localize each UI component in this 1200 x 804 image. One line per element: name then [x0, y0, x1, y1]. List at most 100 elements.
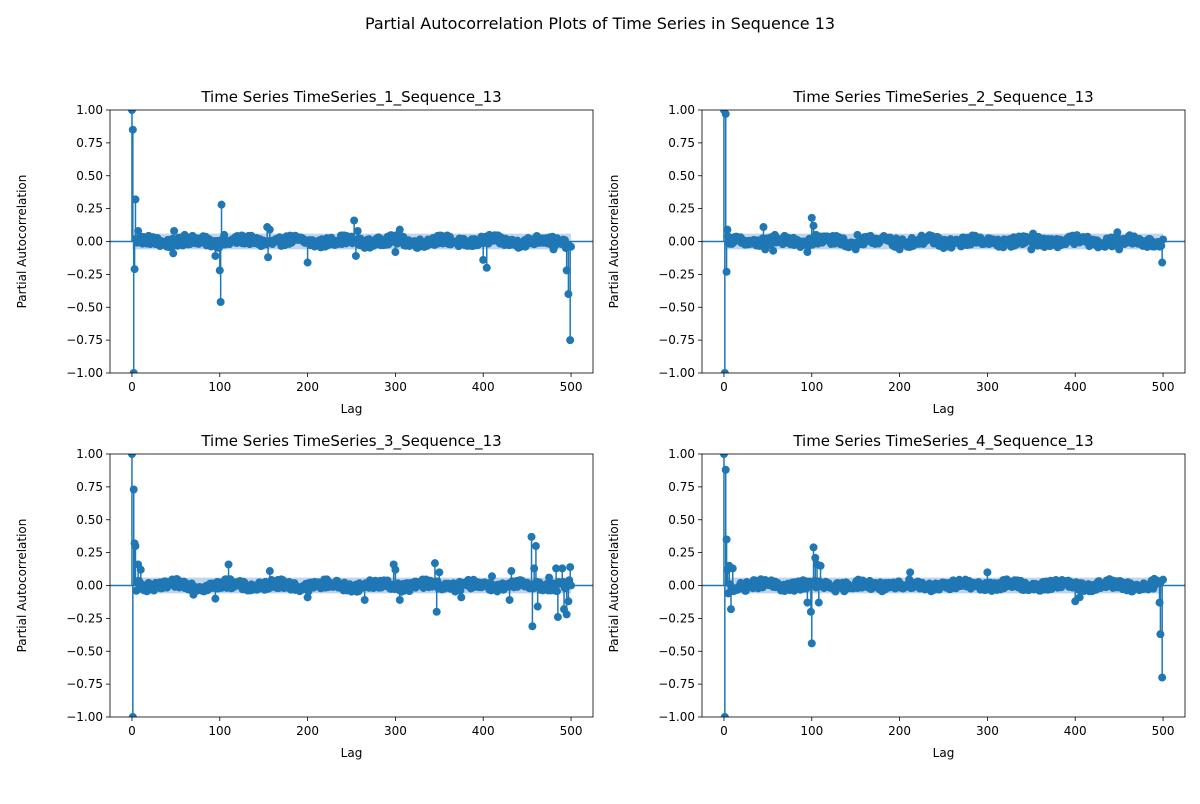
- pacf-point-lag-152: [853, 230, 862, 239]
- pacf-point-lag-485: [553, 613, 562, 622]
- y-tick-label: 1.00: [668, 103, 695, 117]
- y-tick-label: 0.50: [668, 169, 695, 183]
- pacf-point-lag-448: [1113, 228, 1122, 237]
- pacf-point-lag-499: [1158, 258, 1167, 267]
- pacf-point-lag-300: [391, 565, 400, 574]
- x-tick-label: 400: [1064, 380, 1087, 394]
- pacf-panel-3: 0 100 200 300 400 500 −1.00 −0.75 −0.50 −0.25 0.00…: [15, 432, 594, 760]
- pacf-point-lag-497: [1156, 630, 1165, 639]
- y-tick-label: 0.25: [76, 546, 103, 560]
- y-tick-label: 0.75: [668, 480, 695, 494]
- y-tick-label: −0.75: [66, 333, 103, 347]
- figure-title: Partial Autocorrelation Plots of Time Se…: [364, 14, 836, 33]
- x-tick-label: 300: [976, 380, 999, 394]
- x-axis-label: Lag: [933, 402, 955, 416]
- subplot-title: Time Series TimeSeries_2_Sequence_13: [792, 88, 1093, 107]
- pacf-point-lag-498: [1157, 241, 1166, 250]
- x-tick-label: 100: [208, 380, 231, 394]
- pacf-point-lag-110: [816, 561, 825, 570]
- y-tick-label: −1.00: [66, 366, 103, 380]
- markers: [127, 110, 576, 373]
- y-tick-label: 0.00: [668, 235, 695, 249]
- y-tick-label: −0.75: [658, 677, 695, 691]
- pacf-point-lag-100: [807, 213, 816, 222]
- pacf-point-lag-200: [303, 258, 312, 267]
- plot-area: [110, 454, 593, 717]
- pacf-point-lag-8: [726, 605, 735, 614]
- markers: [127, 454, 576, 717]
- pacf-point-lag-475: [545, 573, 554, 582]
- pacf-point-lag-4: [723, 225, 732, 234]
- pacf-point-lag-255: [351, 251, 360, 260]
- pacf-point-lag-110: [224, 560, 233, 569]
- y-tick-label: −0.75: [66, 677, 103, 691]
- plot-area: [702, 110, 1185, 373]
- y-tick-label: 0.75: [668, 136, 695, 150]
- y-axis-label: Partial Autocorrelation: [607, 519, 621, 653]
- pacf-point-lag-48: [170, 226, 179, 235]
- pacf-point-lag-499: [1158, 673, 1167, 682]
- x-tick-label: 200: [296, 724, 319, 738]
- pacf-point-lag-102: [217, 200, 226, 209]
- plot-area: [702, 454, 1185, 717]
- pacf-point-lag-10: [136, 565, 145, 574]
- y-tick-label: 0.50: [76, 513, 103, 527]
- pacf-point-lag-430: [505, 595, 514, 604]
- pacf-point-lag-345: [430, 559, 439, 568]
- x-tick-label: 100: [800, 380, 823, 394]
- y-axis-label: Partial Autocorrelation: [15, 175, 29, 309]
- pacf-panel-4: 0 100 200 300 400 500 −1.00 −0.75 −0.50 −0.25 0.00…: [607, 432, 1186, 760]
- y-tick-label: −0.25: [658, 611, 695, 625]
- pacf-point-lag-404: [482, 263, 491, 272]
- pacf-point-lag-0: [127, 454, 136, 458]
- y-tick-label: −1.00: [66, 710, 103, 724]
- y-tick-label: 1.00: [668, 447, 695, 461]
- x-tick-label: 500: [1152, 724, 1175, 738]
- x-tick-label: 400: [1064, 724, 1087, 738]
- pacf-point-lag-95: [803, 598, 812, 607]
- x-tick-label: 0: [720, 380, 728, 394]
- pacf-point-lag-3: [722, 535, 731, 544]
- pacf-point-lag-462: [533, 602, 542, 611]
- pacf-point-lag-102: [809, 543, 818, 552]
- pacf-point-lag-455: [527, 532, 536, 541]
- y-tick-label: −0.50: [658, 644, 695, 658]
- pacf-point-lag-500: [1159, 235, 1168, 244]
- markers: [719, 110, 1168, 373]
- pacf-point-lag-432: [507, 567, 516, 576]
- pacf-point-lag-2: [129, 485, 138, 494]
- y-tick-label: 0.25: [76, 202, 103, 216]
- pacf-point-lag-127: [831, 587, 840, 596]
- pacf-point-lag-410: [488, 572, 497, 581]
- pacf-point-lag-496: [1155, 598, 1164, 607]
- pacf-point-lag-1: [720, 369, 729, 373]
- pacf-point-lag-2: [721, 465, 730, 474]
- x-tick-label: 0: [128, 380, 136, 394]
- pacf-point-lag-400: [479, 255, 488, 264]
- pacf-point-lag-10: [728, 564, 737, 573]
- pacf-point-lag-490: [558, 564, 567, 573]
- y-tick-label: −0.25: [658, 267, 695, 281]
- pacf-point-lag-1: [720, 713, 729, 717]
- pacf-point-lag-257: [353, 226, 362, 235]
- pacf-point-lag-7: [134, 226, 143, 235]
- x-tick-label: 200: [888, 380, 911, 394]
- pacf-point-lag-458: [530, 564, 539, 573]
- pacf-point-lag-305: [395, 225, 404, 234]
- y-tick-label: −1.00: [658, 710, 695, 724]
- subplot-title: Time Series TimeSeries_4_Sequence_13: [792, 432, 1093, 451]
- pacf-point-lag-2: [129, 369, 138, 373]
- x-tick-label: 300: [976, 724, 999, 738]
- pacf-point-lag-212: [906, 568, 915, 577]
- pacf-point-lag-497: [564, 597, 573, 606]
- pacf-point-lag-375: [457, 593, 466, 602]
- x-tick-label: 500: [560, 380, 583, 394]
- markers: [719, 454, 1168, 717]
- pacf-point-lag-450: [1115, 245, 1124, 254]
- y-tick-label: 0.50: [76, 169, 103, 183]
- subplot-title: Time Series TimeSeries_3_Sequence_13: [200, 432, 501, 451]
- y-axis-label: Partial Autocorrelation: [607, 175, 621, 309]
- y-tick-label: −0.75: [658, 333, 695, 347]
